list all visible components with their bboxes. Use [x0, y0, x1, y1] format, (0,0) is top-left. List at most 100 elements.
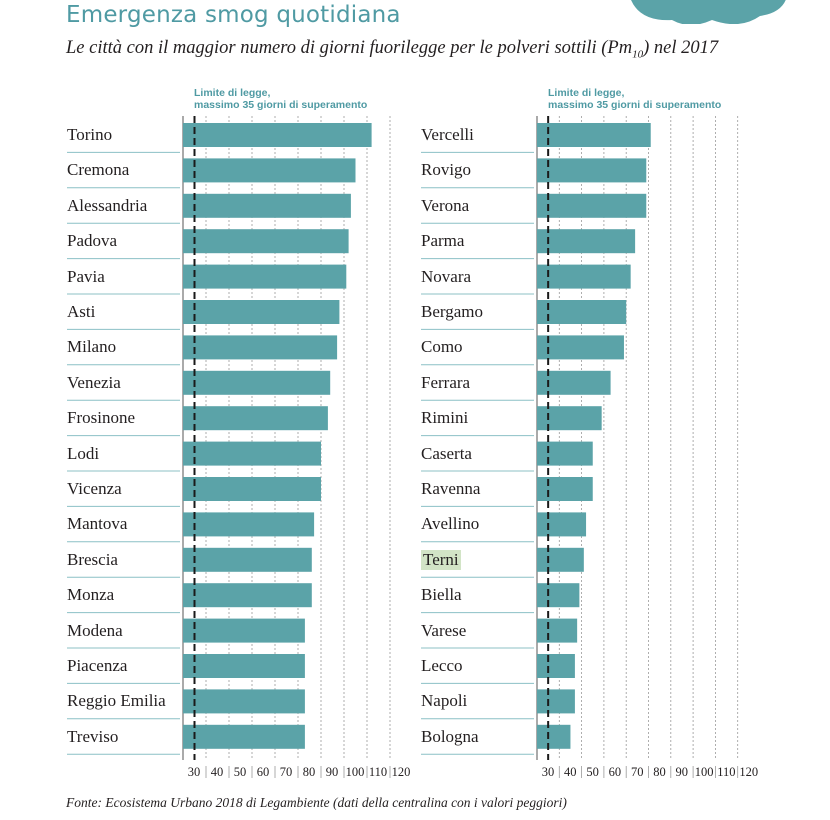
city-label: Venezia — [67, 372, 121, 392]
limit-label-left-line1: Limite di legge, — [194, 87, 271, 99]
tick-label: 100 — [346, 765, 365, 779]
city-label: Bologna — [421, 726, 479, 746]
bar-treviso — [183, 724, 305, 749]
tick-label: 110 — [369, 765, 387, 779]
bar-bologna — [537, 724, 571, 749]
bar-biella — [537, 583, 580, 608]
city-label: Ferrara — [421, 372, 471, 392]
bar-cremona — [183, 158, 356, 183]
city-label: Rimini — [421, 408, 469, 428]
bar-rovigo — [537, 158, 647, 183]
bar-pavia — [183, 264, 347, 289]
bar-asti — [183, 300, 340, 324]
bar-rimini — [537, 406, 602, 431]
city-label: Como — [421, 337, 463, 357]
subtitle-text: Le città con il maggior numero di giorni… — [66, 38, 633, 58]
tick-label: 50 — [586, 765, 599, 779]
city-label: Reggio Emilia — [67, 691, 166, 711]
city-label: Monza — [67, 585, 115, 605]
limit-label-right: Limite di legge, massimo 35 giorni di su… — [548, 87, 721, 111]
tick-label: 70 — [280, 765, 293, 779]
tick-label: 50 — [234, 765, 247, 779]
tick-label: 120 — [739, 765, 758, 779]
page-subtitle: Le città con il maggior numero di giorni… — [66, 38, 718, 61]
bar-monza — [183, 583, 312, 608]
tick-label: 40 — [564, 765, 577, 779]
bar-avellino — [537, 512, 587, 537]
city-label: Treviso — [67, 726, 119, 746]
tick-label: 30 — [542, 765, 555, 779]
tick-label: 60 — [257, 765, 270, 779]
city-label: Avellino — [421, 514, 480, 534]
city-label: Torino — [67, 125, 113, 144]
city-label: Rovigo — [421, 160, 472, 180]
bar-mantova — [183, 512, 315, 537]
bar-lodi — [183, 441, 321, 466]
bar-modena — [183, 618, 305, 643]
city-label: Parma — [421, 231, 465, 251]
limit-label-left: Limite di legge, massimo 35 giorni di su… — [194, 87, 367, 111]
city-label: Ravenna — [421, 479, 481, 498]
city-label: Terni — [421, 549, 461, 570]
city-label: Padova — [67, 231, 118, 251]
tick-label: 100 — [695, 765, 714, 779]
cloud-decoration — [631, 0, 786, 24]
bar-ravenna — [537, 477, 593, 501]
bar-varese — [537, 618, 578, 643]
page-title: Emergenza smog quotidiana — [66, 2, 401, 28]
city-label: Piacenza — [67, 656, 128, 675]
bar-como — [537, 335, 624, 360]
bar-ferrara — [537, 370, 611, 395]
bar-venezia — [183, 370, 331, 395]
tick-label: 90 — [676, 765, 689, 779]
city-label: Lodi — [67, 443, 100, 463]
tick-label: 70 — [631, 765, 644, 779]
bar-milano — [183, 335, 338, 360]
bar-padova — [183, 229, 349, 254]
city-label: Biella — [421, 585, 462, 605]
bar-bergamo — [537, 300, 627, 324]
tick-label: 110 — [717, 765, 735, 779]
city-label: Modena — [67, 620, 123, 640]
city-label: Caserta — [421, 443, 472, 463]
city-label: Novara — [421, 266, 472, 286]
limit-label-right-line2: massimo 35 giorni di superamento — [548, 99, 722, 111]
bar-napoli — [537, 689, 575, 714]
city-label: Alessandria — [67, 195, 148, 215]
bar-brescia — [183, 547, 312, 572]
bar-terni — [537, 547, 584, 572]
city-label: Milano — [67, 337, 117, 357]
city-label: Vicenza — [67, 479, 122, 498]
bar-piacenza — [183, 654, 305, 678]
bar-vicenza — [183, 477, 321, 501]
city-label: Verona — [421, 195, 470, 215]
bar-reggio-emilia — [183, 689, 305, 714]
bar-verona — [537, 193, 647, 218]
bar-alessandria — [183, 193, 351, 218]
tick-label: 80 — [653, 765, 666, 779]
city-label: Vercelli — [421, 125, 474, 144]
tick-label: 80 — [303, 765, 316, 779]
city-label: Cremona — [67, 160, 130, 180]
subtitle-end: ) nel 2017 — [643, 38, 719, 58]
city-label: Pavia — [67, 266, 105, 286]
bar-lecco — [537, 654, 575, 678]
city-label: Brescia — [67, 549, 118, 569]
tick-label: 90 — [326, 765, 339, 779]
bar-novara — [537, 264, 631, 289]
tick-label: 30 — [188, 765, 201, 779]
tick-label: 40 — [211, 765, 224, 779]
bar-parma — [537, 229, 636, 254]
bar-frosinone — [183, 406, 328, 431]
city-label: Varese — [421, 620, 467, 640]
tick-label: 120 — [392, 765, 411, 779]
city-label: Asti — [67, 302, 96, 321]
city-label: Frosinone — [67, 408, 135, 428]
bar-vercelli — [537, 123, 651, 147]
source-note: Fonte: Ecosistema Urbano 2018 di Legambi… — [66, 795, 567, 810]
tick-label: 60 — [609, 765, 622, 779]
limit-label-right-line1: Limite di legge, — [548, 87, 625, 99]
city-label: Mantova — [67, 514, 128, 534]
city-label: Bergamo — [421, 302, 484, 321]
subtitle-subscript: 10 — [632, 48, 644, 61]
